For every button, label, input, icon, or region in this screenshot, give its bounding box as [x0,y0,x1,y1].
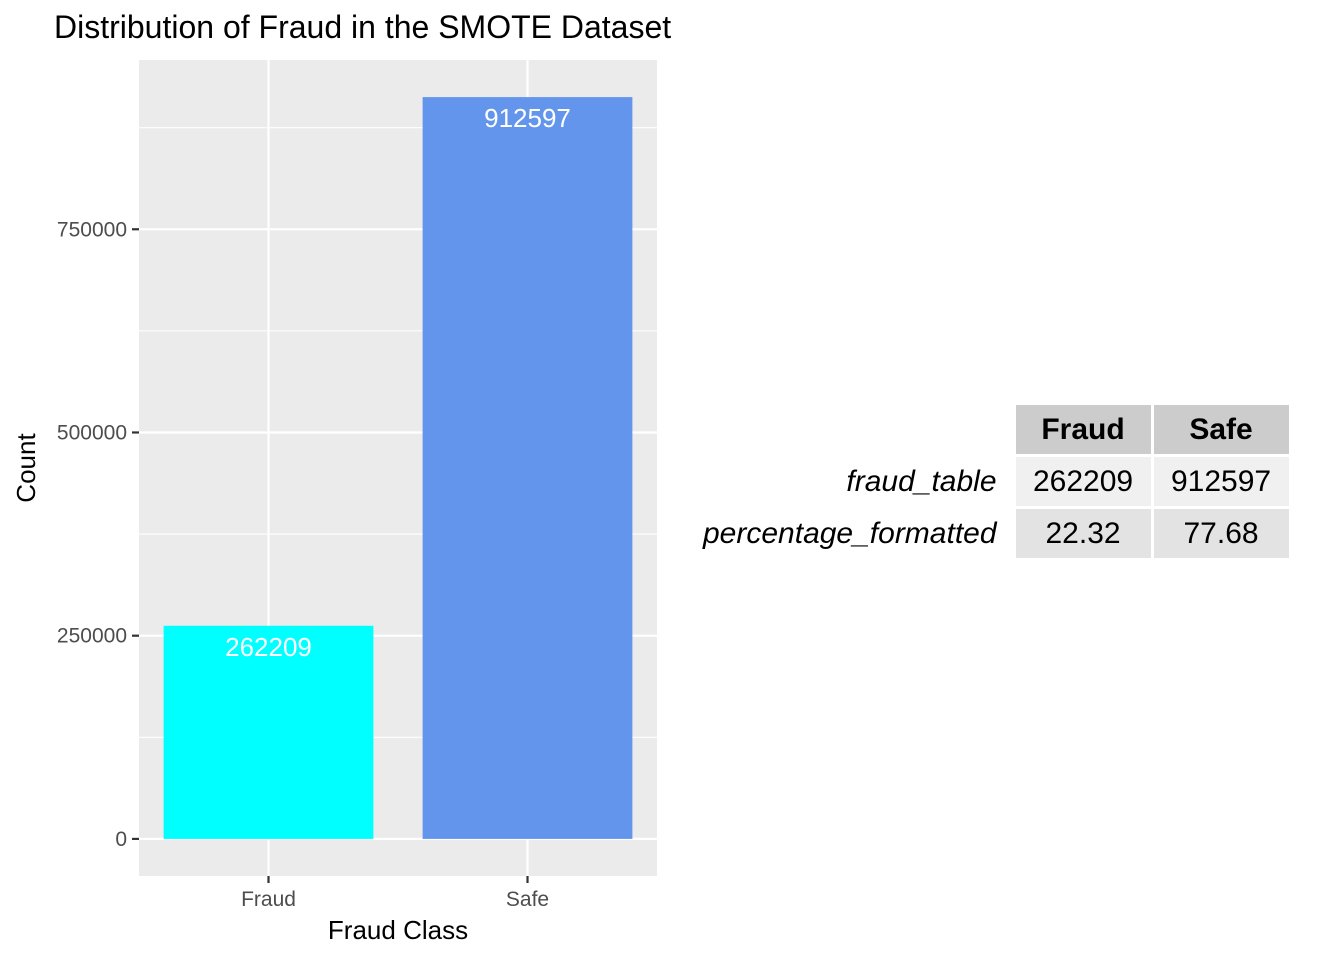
chart-title: Distribution of Fraud in the SMOTE Datas… [54,9,671,45]
y-tick-label: 250000 [57,625,127,648]
bars [163,97,633,839]
y-axis-title: Count [11,433,41,503]
y-tick-label: 500000 [57,421,127,444]
column-header-fraud: Fraud [1015,405,1151,454]
cell-safe-percentage: 77.68 [1153,509,1289,558]
x-axis-title: Fraud Class [328,915,468,945]
x-tick-label: Safe [506,888,549,911]
x-axis: Fraud Safe [241,876,549,911]
bar-value-labels: 262209 912597 [225,103,571,662]
bar-safe [422,97,633,839]
table-header-row: Fraud Safe [703,405,1289,454]
table-row: percentage_formatted 22.32 77.68 [703,509,1289,558]
table-corner [703,405,1013,454]
column-header-safe: Safe [1153,405,1289,454]
y-tick-label: 0 [115,828,127,851]
bar-value-label: 912597 [484,103,571,133]
x-tick-label: Fraud [241,888,296,911]
y-axis: 0 250000 500000 750000 [57,218,139,851]
cell-fraud-count: 262209 [1015,457,1151,506]
cell-safe-count: 912597 [1153,457,1289,506]
table-row: fraud_table 262209 912597 [703,457,1289,506]
summary-table: Fraud Safe fraud_table 262209 912597 per… [700,402,1292,561]
row-label-percentage: percentage_formatted [703,516,997,550]
cell-fraud-percentage: 22.32 [1015,509,1151,558]
y-tick-label: 750000 [57,218,127,241]
bar-fraud [163,625,374,839]
bar-value-label: 262209 [225,632,312,662]
row-label-fraud-table: fraud_table [846,464,997,498]
